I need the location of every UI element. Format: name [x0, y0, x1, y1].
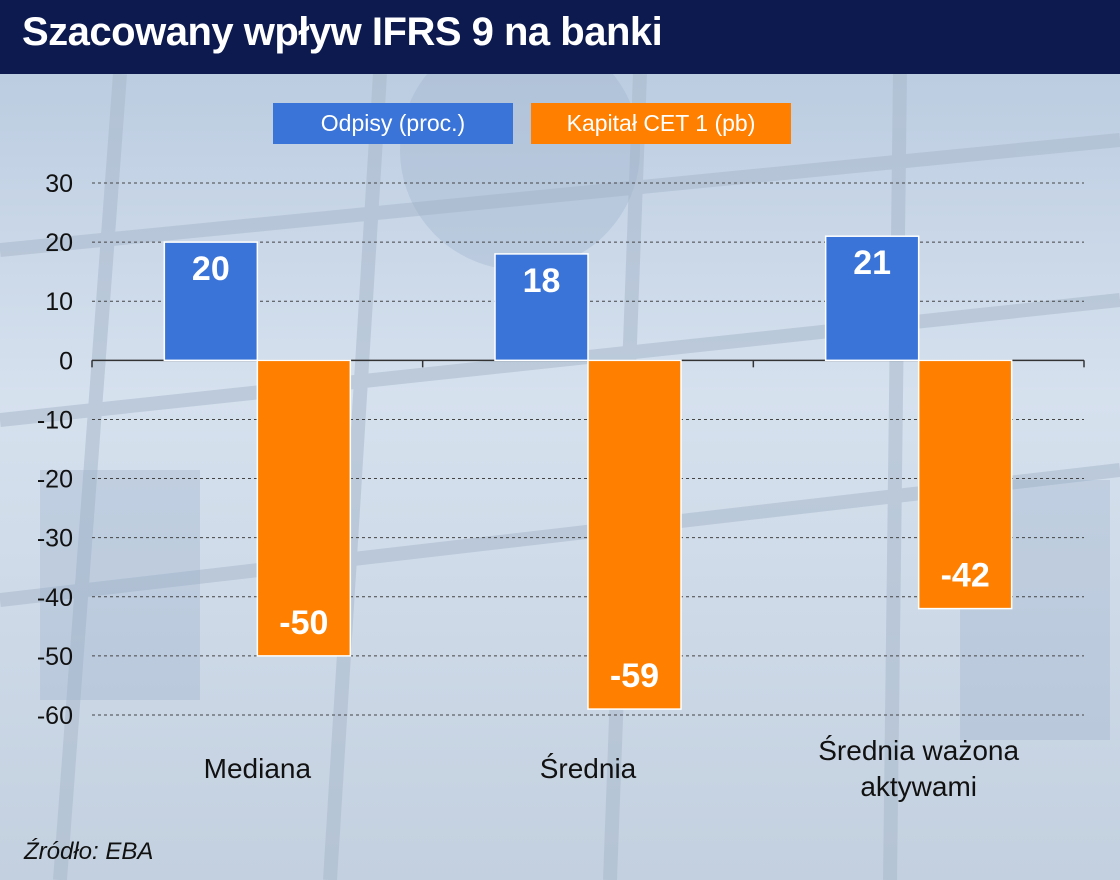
bar-odpisy: [824, 235, 920, 362]
bar-odpisy: [494, 253, 589, 362]
y-tick-label: -40: [37, 584, 73, 612]
data-label: -59: [610, 657, 659, 695]
legend-label-kapital: Kapitał CET 1 (pb): [566, 110, 756, 136]
source-note: Źródło: EBA: [24, 838, 154, 865]
x-category-label: Mediana: [204, 753, 312, 784]
y-tick-label: -50: [37, 643, 73, 671]
x-category-label: Średnia: [540, 752, 637, 784]
legend-item-odpisy: Odpisy (proc.): [273, 103, 513, 144]
data-label: 20: [192, 250, 230, 288]
data-label: 18: [523, 262, 561, 300]
y-tick-label: -30: [37, 525, 73, 553]
y-tick-label: -10: [37, 406, 73, 434]
data-label: -50: [279, 604, 328, 642]
bar-odpisy: [163, 241, 259, 362]
y-tick-label: 30: [45, 170, 73, 198]
chart-title: Szacowany wpływ IFRS 9 na banki: [22, 10, 663, 54]
data-label: 21: [853, 244, 891, 282]
bar-kapital: [917, 359, 1013, 610]
y-tick-label: 0: [59, 347, 73, 375]
legend-label-odpisy: Odpisy (proc.): [320, 110, 466, 136]
y-tick-label: -60: [37, 702, 73, 730]
data-label: -42: [941, 557, 990, 595]
y-tick-label: 10: [45, 288, 73, 316]
legend-item-kapital: Kapitał CET 1 (pb): [531, 103, 791, 144]
bar-kapital: [587, 359, 682, 710]
y-tick-label: 20: [45, 229, 73, 257]
title-bar: Szacowany wpływ IFRS 9 na banki: [0, 0, 1120, 74]
x-category-label: aktywami: [860, 771, 977, 802]
y-tick-label: -20: [37, 466, 73, 494]
x-category-label: Średnia ważona: [818, 734, 1019, 766]
bar-kapital: [256, 359, 352, 657]
